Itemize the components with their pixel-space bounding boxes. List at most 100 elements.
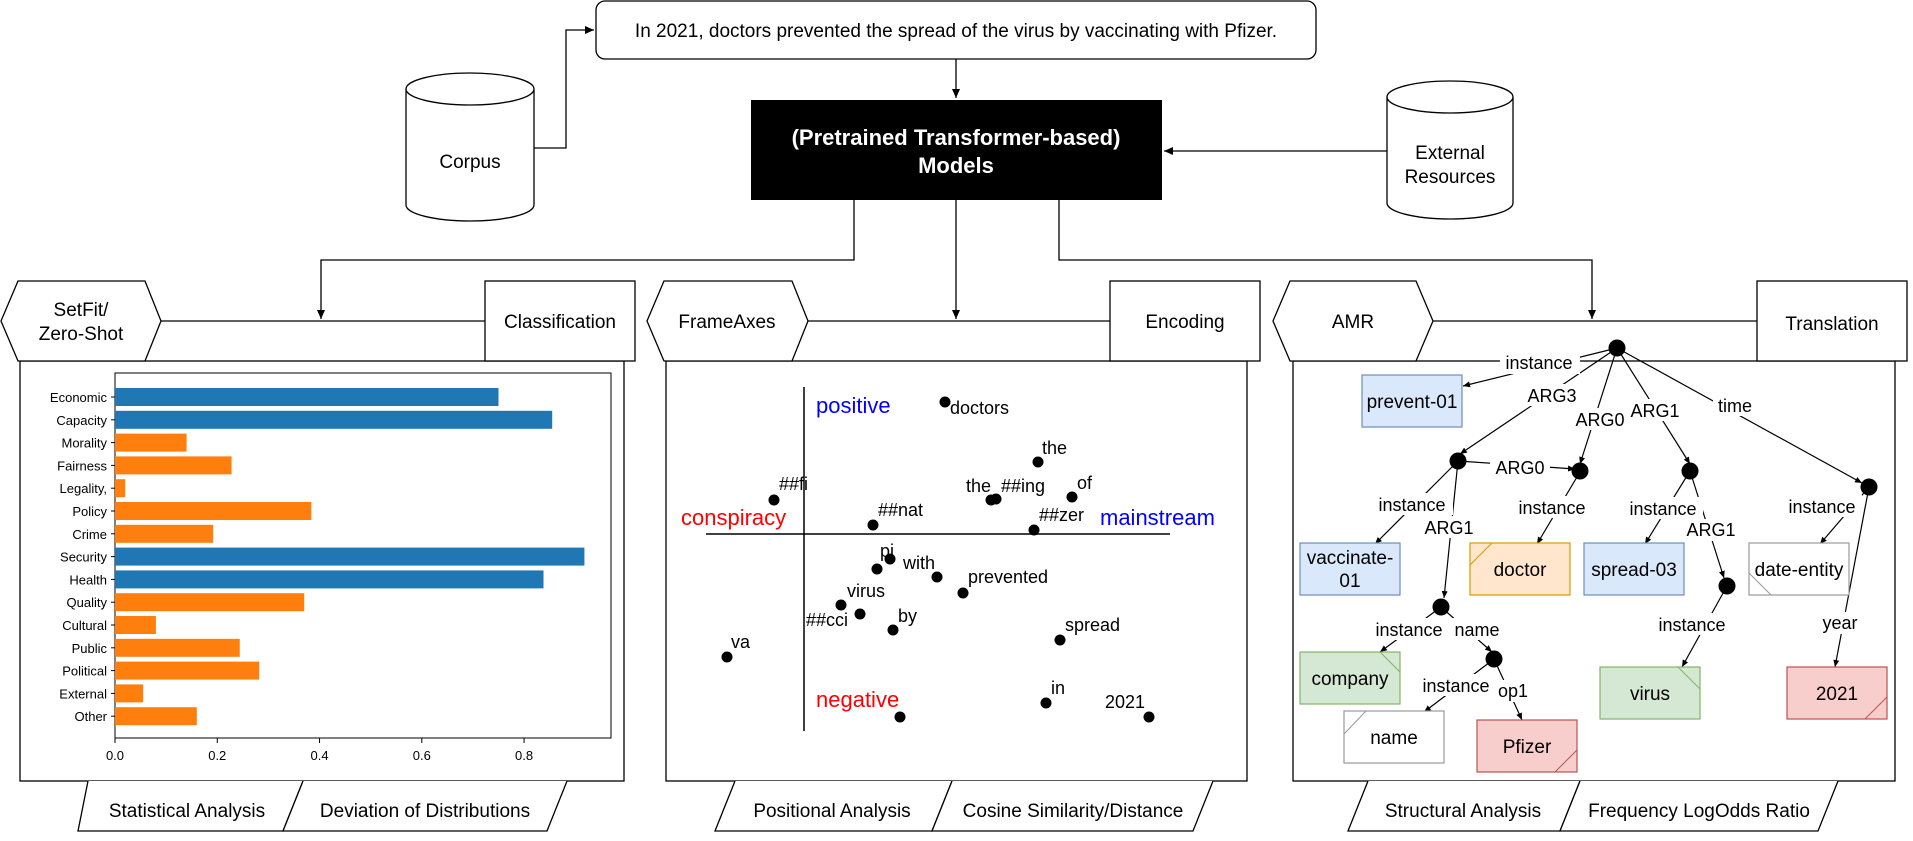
amr-var-spread bbox=[1681, 462, 1699, 480]
x-tick-label: 0.8 bbox=[515, 748, 533, 763]
model-to-translation-arrow bbox=[1058, 200, 1596, 319]
word-point-in: in bbox=[1040, 678, 1065, 709]
word-point-negative bbox=[894, 711, 906, 723]
svg-text:spread-03: spread-03 bbox=[1591, 560, 1677, 581]
node-company: company bbox=[1299, 651, 1401, 705]
edge-label-time: time bbox=[1718, 396, 1752, 416]
word-label-2021: 2021 bbox=[1105, 692, 1145, 712]
y-tick-label: Health bbox=[69, 572, 107, 587]
word-point-of: of bbox=[1066, 473, 1093, 503]
bar-political bbox=[115, 661, 260, 680]
node-pfizer: Pfizer bbox=[1476, 719, 1578, 773]
edge-label-instance-6: instance bbox=[1375, 620, 1442, 640]
bar-other bbox=[115, 707, 197, 726]
frequency-logodds-tab bbox=[1559, 780, 1839, 832]
classification-panel: SetFit/ Zero-Shot Classification Statist… bbox=[0, 280, 636, 832]
model-to-classification-arrow bbox=[317, 200, 855, 319]
word-label-doctors: doctors bbox=[950, 398, 1009, 418]
amr-var-root bbox=[1608, 339, 1626, 357]
word-label-in: in bbox=[1051, 678, 1065, 698]
word-point-prevented: prevented bbox=[957, 567, 1048, 599]
word-label-zer: ##zer bbox=[1039, 505, 1084, 525]
frameaxes-method-hexagon bbox=[646, 280, 809, 362]
model-box: (Pretrained Transformer-based) Models bbox=[751, 100, 1162, 200]
edge-label-arg0-1: ARG0 bbox=[1575, 410, 1624, 430]
bar-capacity bbox=[115, 410, 553, 429]
word-point-fi: ##fi bbox=[768, 474, 808, 506]
word-label-with: with bbox=[902, 553, 935, 573]
edge-label-op1: op1 bbox=[1498, 681, 1528, 701]
word-label-virus: virus bbox=[847, 581, 885, 601]
y-tick-label: Legality, bbox=[60, 481, 107, 496]
classification-task-label: Classification bbox=[504, 312, 616, 333]
svg-text:date-entity: date-entity bbox=[1755, 560, 1844, 581]
y-tick-label: Crime bbox=[72, 527, 107, 542]
bar-external bbox=[115, 684, 144, 703]
svg-text:vaccinate-: vaccinate- bbox=[1307, 548, 1394, 569]
pole-mainstream: mainstream bbox=[1100, 505, 1215, 530]
amr-label: AMR bbox=[1332, 312, 1374, 333]
y-tick-label: External bbox=[59, 686, 107, 701]
svg-text:2021: 2021 bbox=[1816, 684, 1858, 705]
x-tick-label: 0.2 bbox=[208, 748, 226, 763]
input-sentence-text: In 2021, doctors prevented the spread of… bbox=[635, 21, 1277, 42]
word-label-by: by bbox=[898, 606, 917, 626]
word-point-spread: spread bbox=[1054, 615, 1120, 646]
setfit-label-line2: Zero-Shot bbox=[39, 324, 124, 345]
setfit-method-hexagon bbox=[0, 280, 162, 362]
y-tick-label: Public bbox=[72, 641, 108, 656]
word-point-zer: ##zer bbox=[1028, 505, 1084, 536]
x-tick-label: 0.0 bbox=[106, 748, 124, 763]
y-tick-label: Other bbox=[74, 709, 107, 724]
edge-label-year: year bbox=[1822, 613, 1857, 633]
translation-panel: AMR Translation Structural Analysis Freq… bbox=[1272, 280, 1908, 832]
amr-var-doctor bbox=[1571, 462, 1589, 480]
word-label-the-2: the bbox=[966, 476, 991, 496]
node-spread-03: spread-03 bbox=[1583, 542, 1685, 596]
y-tick-label: Political bbox=[62, 664, 107, 679]
deviation-distributions-tab bbox=[282, 780, 568, 832]
translation-task-box bbox=[1756, 280, 1908, 362]
y-tick-label: Quality bbox=[67, 595, 108, 610]
pole-negative: negative bbox=[816, 687, 899, 712]
node-virus: virus bbox=[1599, 666, 1701, 720]
amr-var-date bbox=[1860, 478, 1878, 496]
svg-text:doctor: doctor bbox=[1494, 560, 1547, 581]
svg-text:name: name bbox=[1370, 728, 1418, 749]
word-label-prevented: prevented bbox=[968, 567, 1048, 587]
word-point-doctors: doctors bbox=[939, 396, 1009, 418]
word-point-nat: ##nat bbox=[867, 500, 923, 531]
bar-security bbox=[115, 547, 585, 566]
word-point-the-1: the bbox=[1032, 438, 1067, 468]
cosine-similarity-tab bbox=[931, 780, 1214, 832]
svg-text:Pfizer: Pfizer bbox=[1503, 737, 1552, 758]
word-point-pi: pi bbox=[880, 541, 896, 565]
bar-cultural bbox=[115, 616, 156, 634]
top-connectors bbox=[317, 26, 1596, 319]
pole-positive: positive bbox=[816, 393, 891, 418]
classification-task-box bbox=[484, 280, 636, 362]
external-label-line1: External bbox=[1415, 143, 1485, 164]
edge-label-name: name bbox=[1454, 620, 1499, 640]
x-tick-label: 0.4 bbox=[310, 748, 328, 763]
word-point-with: with bbox=[902, 553, 943, 583]
node-doctor: doctor bbox=[1469, 542, 1571, 596]
model-label-line2: Models bbox=[918, 153, 994, 178]
setfit-label-line1: SetFit/ bbox=[54, 300, 110, 321]
word-point-va: va bbox=[721, 632, 751, 663]
edge-arg0-root bbox=[1579, 347, 1618, 465]
y-tick-label: Cultural bbox=[62, 618, 107, 633]
y-tick-label: Security bbox=[60, 550, 107, 565]
x-tick-label: 0.6 bbox=[413, 748, 431, 763]
word-point-virus: virus bbox=[835, 581, 885, 611]
cosine-similarity-label: Cosine Similarity/Distance bbox=[963, 801, 1184, 822]
edge-label-arg1-2: ARG1 bbox=[1424, 518, 1473, 538]
word-label-fi: ##fi bbox=[779, 474, 808, 494]
edge-label-instance-3: instance bbox=[1518, 498, 1585, 518]
word-point-ing: ##ing bbox=[990, 476, 1045, 505]
bar-fairness bbox=[115, 456, 232, 475]
edge-label-instance-7: instance bbox=[1658, 615, 1725, 635]
amr-var-vaccinate bbox=[1449, 452, 1467, 470]
amr-var-company bbox=[1432, 598, 1450, 616]
